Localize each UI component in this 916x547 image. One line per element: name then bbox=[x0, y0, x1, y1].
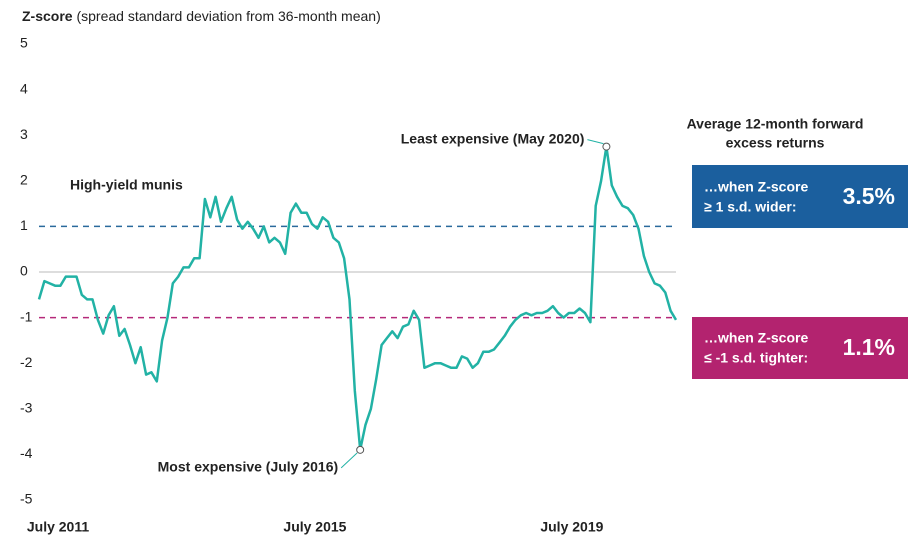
y-title: (spread standard deviation from 36-month… bbox=[76, 8, 380, 24]
leader-line bbox=[340, 452, 358, 469]
y-axis-title: Z-score (spread standard deviation from … bbox=[22, 8, 381, 24]
data-line bbox=[37, 145, 678, 452]
box-text: …when Z-score bbox=[704, 330, 808, 346]
x-tick-label: July 2015 bbox=[283, 519, 346, 535]
y-tick-label: -2 bbox=[20, 354, 33, 370]
annotation-point bbox=[602, 142, 611, 151]
x-tick-label: July 2011 bbox=[27, 519, 89, 535]
x-tick-label: July 2019 bbox=[540, 519, 603, 535]
y-tick-label: 3 bbox=[20, 126, 28, 142]
box-text: …when Z-score bbox=[704, 179, 808, 195]
y-tick-label: -5 bbox=[20, 491, 33, 507]
panel-title: excess returns bbox=[726, 135, 825, 151]
annotation: Least expensive (May 2020) bbox=[401, 130, 585, 146]
annotation: Most expensive (July 2016) bbox=[158, 459, 339, 475]
y-title-bold: Z-score bbox=[22, 8, 73, 24]
callout-box bbox=[692, 317, 908, 379]
box-text: ≥ 1 s.d. wider: bbox=[704, 199, 796, 215]
leader-line bbox=[587, 139, 604, 145]
y-tick-label: -3 bbox=[20, 400, 33, 416]
annotation-point bbox=[356, 445, 365, 454]
callout-box bbox=[692, 165, 908, 228]
y-tick-label: -1 bbox=[20, 308, 33, 324]
panel-title: Average 12-month forward bbox=[687, 116, 864, 132]
y-tick-label: 0 bbox=[20, 263, 28, 279]
box-value: 3.5% bbox=[843, 183, 895, 209]
series-label: High-yield munis bbox=[70, 177, 183, 193]
box-value: 1.1% bbox=[843, 334, 895, 360]
y-tick-label: 4 bbox=[20, 80, 28, 96]
y-tick-label: 2 bbox=[20, 172, 28, 188]
y-tick-label: -4 bbox=[20, 445, 33, 461]
y-tick-label: 1 bbox=[20, 217, 28, 233]
y-tick-label: 5 bbox=[20, 35, 28, 51]
box-text: ≤ -1 s.d. tighter: bbox=[704, 350, 808, 366]
